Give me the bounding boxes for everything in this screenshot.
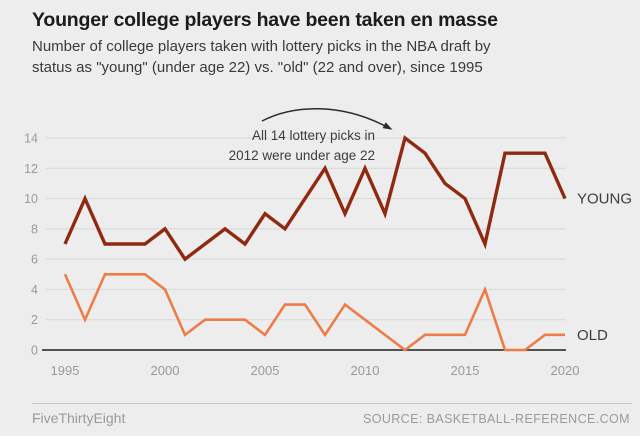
x-axis-labels: 1995 2000 2005 2010 2015 2020 [51,363,580,378]
annotation-arrow [261,108,393,130]
footer-brand: FiveThirtyEight [32,410,126,426]
x-tick-label: 2010 [351,363,380,378]
x-tick-label: 1995 [51,363,80,378]
annotation-line-2: 2012 were under age 22 [228,147,375,163]
chart-annotation: All 14 lottery picks in 2012 were under … [175,126,375,165]
x-tick-label: 2005 [251,363,280,378]
subtitle-line-2: status as "young" (under age 22) vs. "ol… [32,58,483,76]
arrow-curve [261,108,390,129]
series-line-old [63,272,565,352]
x-tick-label: 2020 [551,363,580,378]
footer-divider [32,403,632,404]
y-tick-label: 0 [31,344,38,358]
series-label-old: OLD [577,327,608,344]
subtitle-line-1: Number of college players taken with lot… [32,38,491,55]
series-label-young: YOUNG [577,191,632,208]
x-tick-label: 2015 [451,363,480,378]
y-tick-label: 12 [24,162,38,176]
annotation-line-1: All 14 lottery picks in [251,128,375,143]
y-tick-label: 8 [31,222,38,236]
y-axis-labels: 0 2 4 6 8 10 12 14 [24,132,38,358]
series-line-young [63,135,567,262]
y-tick-label: 6 [31,253,38,267]
y-tick-label: 10 [24,192,38,206]
footer-source: SOURCE: BASKETBALL-REFERENCE.COM [362,412,630,426]
y-tick-label: 2 [31,313,38,327]
y-tick-label: 4 [31,283,38,297]
y-tick-label: 14 [24,132,38,146]
x-tick-label: 2000 [151,363,180,378]
series-end-labels: YOUNG OLD [577,191,632,344]
series-lines [63,135,567,352]
chart-subtitle: Number of college players taken with lot… [32,37,627,78]
arrow-head [382,122,393,130]
page-title: Younger college players have been taken … [32,9,498,31]
